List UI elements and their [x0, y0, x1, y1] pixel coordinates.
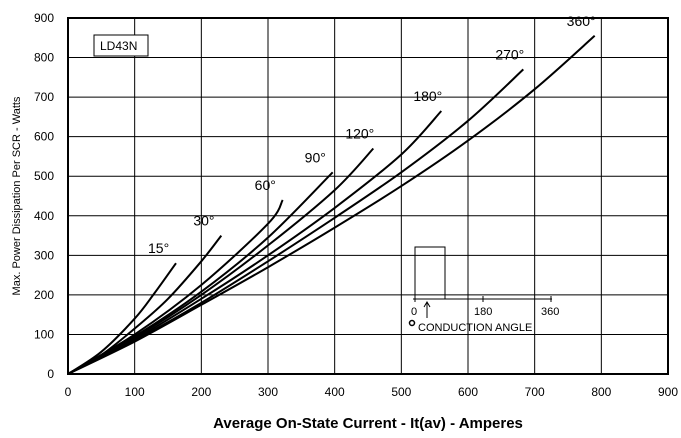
y-tick-label: 100 — [34, 327, 54, 341]
x-axis-label: Average On-State Current - It(av) - Ampe… — [213, 415, 523, 432]
tick-labels: 0 100 200 300 400 500 600 700 800 900 0 100 200 300 40… — [34, 11, 678, 399]
series-line-90 — [67, 171, 334, 375]
y-tick-label: 600 — [34, 130, 54, 144]
x-tick-label: 0 — [65, 385, 72, 399]
series-label-15: 15° — [148, 240, 169, 256]
x-tick-label: 800 — [591, 385, 611, 399]
inset-tick-360: 360 — [541, 306, 559, 318]
series-line-15 — [67, 262, 177, 375]
y-tick-label: 700 — [34, 90, 54, 104]
series-line-60 — [67, 199, 284, 375]
x-tick-label: 500 — [391, 385, 411, 399]
x-tick-label: 900 — [658, 385, 678, 399]
series-label-30: 30° — [193, 213, 214, 229]
y-axis-label: Max. Power Dissipation Per SCR - Watts — [11, 96, 23, 295]
grid-lines — [68, 18, 668, 374]
series-label-90: 90° — [305, 149, 326, 165]
device-label-box: LD43N — [93, 34, 149, 57]
inset-tick-0: 0 — [411, 306, 417, 318]
conduction-angle-inset: 0 180 360 CONDUCTION ANGLE — [408, 246, 559, 334]
series-line-120 — [67, 147, 375, 375]
series-label-270: 270° — [495, 46, 524, 62]
inset-caption: CONDUCTION ANGLE — [418, 322, 532, 334]
y-tick-label: 900 — [34, 11, 54, 25]
series-label-360: 360° — [567, 13, 596, 29]
series-line-270 — [67, 68, 524, 375]
series-label-180: 180° — [413, 88, 442, 104]
y-tick-label: 400 — [34, 209, 54, 223]
series-lines — [67, 35, 596, 375]
inset-bullet-icon — [408, 319, 416, 327]
x-tick-label: 400 — [325, 385, 345, 399]
x-tick-label: 200 — [191, 385, 211, 399]
y-tick-label: 300 — [34, 248, 54, 262]
y-tick-label: 200 — [34, 288, 54, 302]
x-tick-label: 100 — [125, 385, 145, 399]
series-line-180 — [67, 110, 443, 375]
y-tick-label: 0 — [47, 367, 54, 381]
series-label-120: 120° — [345, 126, 374, 142]
inset-tick-180: 180 — [474, 306, 492, 318]
x-tick-label: 700 — [525, 385, 545, 399]
y-tick-label: 500 — [34, 169, 54, 183]
plot-frame — [67, 17, 669, 375]
x-tick-label: 300 — [258, 385, 278, 399]
series-line-360 — [67, 35, 596, 375]
y-tick-label: 800 — [34, 51, 54, 65]
series-labels: 15° 30° 60° 90° 120° 180° 270° 360° — [148, 13, 596, 256]
x-tick-label: 600 — [458, 385, 478, 399]
device-label: LD43N — [100, 39, 137, 53]
series-label-60: 60° — [255, 177, 276, 193]
